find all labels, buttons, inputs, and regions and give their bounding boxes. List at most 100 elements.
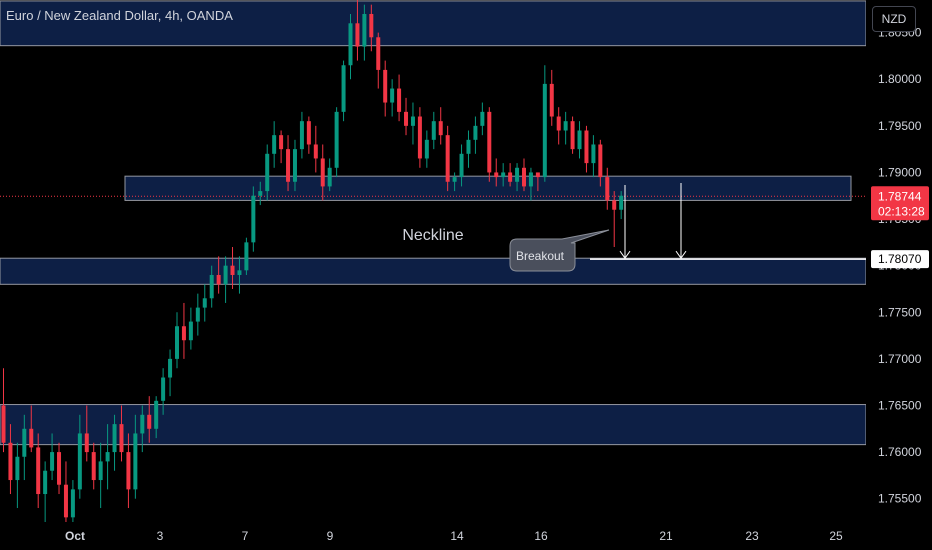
candle-body xyxy=(445,135,450,182)
price-tick-label: 1.80000 xyxy=(878,72,922,86)
candle-body xyxy=(299,121,304,150)
candle-body xyxy=(376,37,381,70)
candle-body xyxy=(473,125,478,140)
price-tick-label: 1.77500 xyxy=(878,305,922,319)
zone-rect-2 xyxy=(0,257,867,285)
candle-body xyxy=(258,191,263,196)
candle-body xyxy=(8,442,13,481)
candle-body xyxy=(327,167,332,187)
candle-body xyxy=(286,149,291,182)
candle-body xyxy=(459,153,464,178)
candle-body xyxy=(126,452,131,490)
target-price-value: 1.78070 xyxy=(878,252,922,266)
chart-title: Euro / New Zealand Dollar, 4h, OANDA xyxy=(6,8,233,23)
candle-body xyxy=(70,489,75,518)
breakout-label: Breakout xyxy=(516,249,565,263)
candle-body xyxy=(119,424,124,453)
zone-rect-1 xyxy=(124,175,852,201)
projection-arrowhead-0 xyxy=(619,250,631,259)
time-tick-label: 21 xyxy=(659,529,673,543)
candle-body xyxy=(605,177,610,201)
candle-body xyxy=(577,130,582,150)
projection-arrowhead-1 xyxy=(675,250,687,259)
price-tick-label: 1.75500 xyxy=(878,492,922,506)
time-tick-label: 23 xyxy=(745,529,759,543)
countdown-timer: 02:13:28 xyxy=(878,204,925,218)
candle-body xyxy=(390,88,395,103)
time-tick-label: 7 xyxy=(242,529,249,543)
candle-body xyxy=(487,111,492,173)
candle-body xyxy=(508,172,513,182)
candle-body xyxy=(556,116,561,131)
candle-body xyxy=(175,326,179,359)
candle-body xyxy=(29,428,34,448)
candle-body xyxy=(140,414,145,434)
zone-rect-3 xyxy=(0,404,867,446)
candle-body xyxy=(43,470,48,495)
currency-button[interactable]: NZD xyxy=(872,6,916,32)
candle-body xyxy=(98,461,103,481)
candle-body xyxy=(612,200,617,210)
candle-body xyxy=(355,23,360,47)
candle-body xyxy=(223,265,228,285)
candle-body xyxy=(1,405,6,443)
candle-body xyxy=(348,23,353,66)
candle-body xyxy=(36,447,41,495)
candle-body xyxy=(57,452,62,485)
time-tick-label: Oct xyxy=(65,529,85,543)
candle-body xyxy=(209,274,214,299)
candle-body xyxy=(168,358,173,378)
candle-body xyxy=(383,69,388,103)
candle-body xyxy=(84,433,89,453)
candle-body xyxy=(91,452,96,481)
candle-body xyxy=(50,452,55,471)
candle-body xyxy=(77,433,82,490)
candle-body xyxy=(452,177,457,182)
candle-body xyxy=(154,400,159,429)
candle-body xyxy=(417,116,422,159)
candle-body xyxy=(619,195,624,210)
candle-body xyxy=(251,195,256,243)
neckline-label: Neckline xyxy=(402,227,463,244)
candle-body xyxy=(410,116,415,126)
price-tick-label: 1.76000 xyxy=(878,445,922,459)
candle-body xyxy=(480,111,485,126)
current-price-badge xyxy=(871,186,929,221)
candle-body xyxy=(542,83,547,178)
candle-body xyxy=(341,65,346,112)
candle-body xyxy=(272,135,277,154)
candle-body xyxy=(15,456,20,481)
candle-body xyxy=(591,144,596,164)
candle-body xyxy=(466,139,471,154)
candle-body xyxy=(105,452,110,462)
candle-body xyxy=(147,414,152,429)
candle-body xyxy=(313,144,318,159)
candle-body xyxy=(244,242,249,271)
price-tick-label: 1.76500 xyxy=(878,398,922,412)
candle-body xyxy=(501,172,506,178)
candle-body xyxy=(362,13,367,47)
current-price-value: 1.78744 xyxy=(878,189,922,203)
candle-body xyxy=(528,172,533,187)
candle-body xyxy=(424,139,429,159)
time-tick-label: 9 xyxy=(327,529,334,543)
candle-body xyxy=(188,321,193,341)
candle-body xyxy=(112,424,117,453)
candle-body xyxy=(563,121,568,131)
candle-body xyxy=(522,167,526,187)
candle-body xyxy=(369,13,374,38)
target-price-badge xyxy=(871,250,929,269)
time-axis-bg xyxy=(0,522,866,550)
time-tick-label: 14 xyxy=(450,529,464,543)
candle-body xyxy=(265,153,270,192)
candle-body xyxy=(279,135,284,150)
candle-body xyxy=(397,88,402,112)
candle-body xyxy=(438,121,443,136)
candle-body xyxy=(584,130,589,164)
price-tick-label: 1.79000 xyxy=(878,165,922,179)
candle-body xyxy=(535,172,540,178)
candle-body xyxy=(598,144,603,178)
candle-body xyxy=(515,167,520,182)
candle-body xyxy=(306,121,311,145)
